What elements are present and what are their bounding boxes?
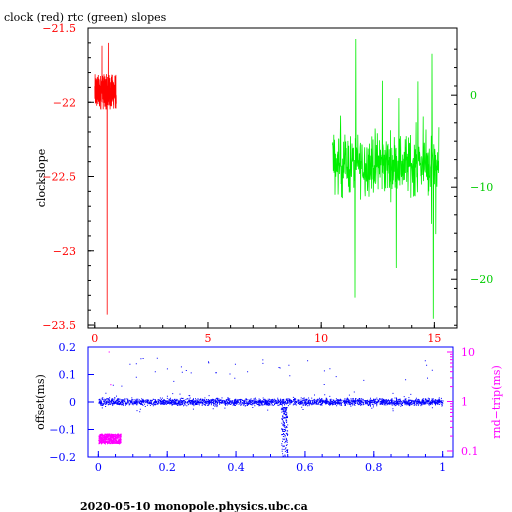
footer-label: 2020-05-10 monopole.physics.ubc.ca xyxy=(80,500,308,512)
clock-slope-series-line xyxy=(94,42,117,315)
rtc-slope-series-line xyxy=(332,38,440,319)
slopes-panel: clockslope 0 5 10 15 −21.5 −22 −22.5 −23 −23.5 0 −… xyxy=(35,22,493,345)
roundtrip-y2-tick-label: 0.1 xyxy=(461,445,479,458)
offset-y-tick-label: 0.1 xyxy=(59,369,77,382)
offset-ylabel: offset(ms) xyxy=(34,374,47,430)
offset-y-tick-label: −0.2 xyxy=(49,451,76,464)
slopes-y2-tick-label: 0 xyxy=(470,89,477,102)
slopes-x-tick-label: 10 xyxy=(314,332,328,345)
slopes-y2-tick-label: −20 xyxy=(470,273,493,286)
slopes-plot-area xyxy=(94,38,440,319)
chart-title: clock (red) rtc (green) slopes xyxy=(4,11,167,24)
slopes-x-tick-label: 0 xyxy=(91,332,98,345)
roundtrip-y2-tick-label: 10 xyxy=(461,346,475,359)
slopes-x-tick-label: 15 xyxy=(427,332,441,345)
offset-y-tick-label: −0.1 xyxy=(49,424,76,437)
slopes-x-tick-label: 5 xyxy=(204,332,211,345)
slopes-y-tick-label: −21.5 xyxy=(42,22,76,35)
roundtrip-ylabel: rnd−trip(ms) xyxy=(490,365,503,439)
slopes-ylabel: clockslope xyxy=(35,149,48,207)
offset-scatter-points xyxy=(98,391,444,458)
roundtrip-y2-tick-label: 1 xyxy=(461,396,468,409)
slopes-ticks: 0 5 10 15 −21.5 −22 −22.5 −23 −23.5 0 −10 −20 xyxy=(42,22,493,345)
slopes-frame xyxy=(87,27,458,329)
offset-plot-area xyxy=(98,351,444,458)
slopes-y-tick-label: −22 xyxy=(53,96,76,109)
offset-x-tick-label: 0.4 xyxy=(227,461,245,474)
offset-x-tick-label: 0.8 xyxy=(365,461,383,474)
slopes-y-tick-label: −23.5 xyxy=(42,319,76,332)
slopes-y-tick-label: −22.5 xyxy=(42,171,76,184)
offset-x-tick-label: 0.2 xyxy=(158,461,176,474)
offset-ticks: 0 0.2 0.4 0.6 0.8 1 0.2 0.1 0 −0.1 −0.2 10 1 0.1 xyxy=(49,341,478,474)
offset-x-tick-label: 1 xyxy=(439,461,446,474)
slopes-y2-tick-label: −10 xyxy=(470,181,493,194)
slopes-y-tick-label: −23 xyxy=(53,245,76,258)
roundtrip-scatter-points xyxy=(98,351,122,445)
roundtrip-outlier-points xyxy=(112,357,433,387)
offset-y-tick-label: 0 xyxy=(69,396,76,409)
offset-y-tick-label: 0.2 xyxy=(59,341,77,354)
offset-x-tick-label: 0.6 xyxy=(296,461,314,474)
offset-panel: offset(ms) rnd−trip(ms) 0 0.2 0.4 0.6 0.8 1 0.… xyxy=(34,341,503,474)
offset-x-tick-label: 0 xyxy=(95,461,102,474)
